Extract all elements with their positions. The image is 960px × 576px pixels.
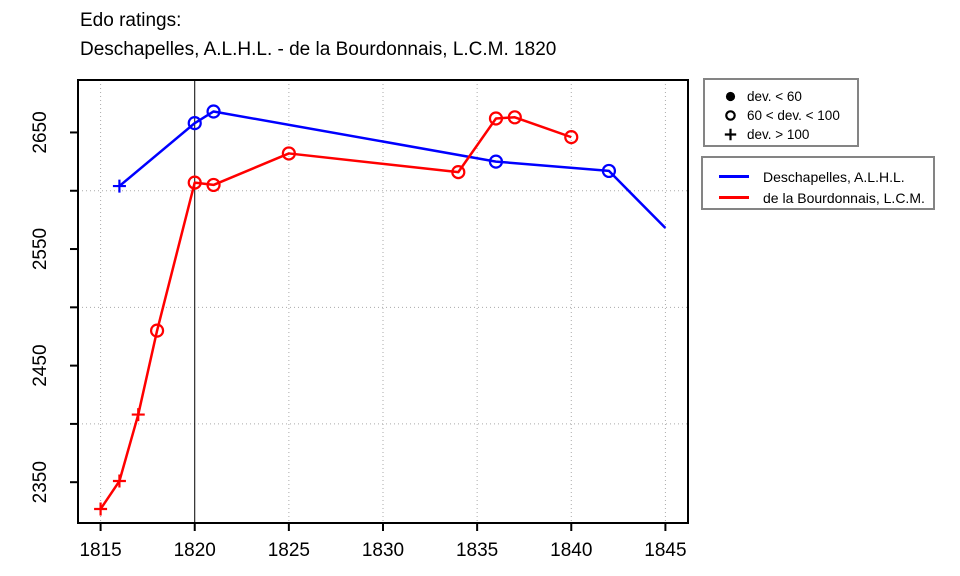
deviation-legend: dev. < 60 60 < dev. < 100 dev. > 100 bbox=[703, 78, 859, 147]
x-tick-label: 1845 bbox=[644, 540, 686, 561]
plus-marker bbox=[131, 408, 145, 422]
plus-icon bbox=[713, 128, 747, 141]
plus-marker bbox=[112, 179, 126, 193]
chart-title-line2: Deschapelles, A.L.H.L. - de la Bourdonna… bbox=[80, 39, 557, 60]
plus-marker bbox=[94, 502, 108, 516]
open-circle-marker bbox=[206, 177, 221, 193]
open-circle-icon bbox=[713, 109, 747, 122]
x-tick-label: 1835 bbox=[456, 540, 498, 561]
x-tick-label: 1815 bbox=[79, 540, 121, 561]
plus-marker bbox=[112, 474, 126, 488]
open-circle-marker bbox=[187, 175, 202, 190]
red-line-icon bbox=[713, 196, 755, 199]
open-circle-marker bbox=[488, 111, 504, 126]
filled-circle-icon bbox=[713, 90, 747, 103]
deviation-legend-item: 60 < dev. < 100 bbox=[713, 106, 849, 125]
open-circle-marker bbox=[451, 164, 466, 180]
y-tick-label: 2650 bbox=[30, 111, 51, 153]
chart-title-line1: Edo ratings: bbox=[80, 10, 182, 31]
x-tick-label: 1825 bbox=[268, 540, 310, 561]
plot-frame bbox=[77, 79, 689, 524]
y-tick-label: 2550 bbox=[30, 228, 51, 270]
x-tick-label: 1840 bbox=[550, 540, 592, 561]
deviation-legend-item: dev. > 100 bbox=[713, 125, 849, 144]
chart-title: Edo ratings: Deschapelles, A.L.H.L. - de… bbox=[80, 6, 556, 64]
x-tick-label: 1830 bbox=[362, 540, 404, 561]
open-circle-marker bbox=[488, 154, 504, 169]
players-legend-label: de la Bourdonnais, L.C.M. bbox=[763, 189, 925, 206]
deviation-legend-label: 60 < dev. < 100 bbox=[747, 108, 840, 123]
open-circle-marker bbox=[187, 116, 202, 131]
players-legend-item: de la Bourdonnais, L.C.M. bbox=[713, 187, 925, 208]
open-circle-marker bbox=[564, 130, 579, 145]
open-circle-marker bbox=[601, 163, 617, 179]
blue-line-icon bbox=[713, 175, 755, 178]
deviation-legend-item: dev. < 60 bbox=[713, 87, 849, 106]
players-legend-label: Deschapelles, A.L.H.L. bbox=[763, 168, 905, 185]
open-circle-marker bbox=[507, 110, 522, 125]
deviation-legend-label: dev. < 60 bbox=[747, 89, 802, 104]
open-circle-marker bbox=[206, 104, 221, 119]
x-tick-label: 1820 bbox=[174, 540, 216, 561]
y-tick-label: 2450 bbox=[30, 344, 51, 386]
open-circle-marker bbox=[281, 146, 296, 161]
deviation-legend-label: dev. > 100 bbox=[747, 127, 810, 142]
players-legend: Deschapelles, A.L.H.L. de la Bourdonnais… bbox=[701, 156, 935, 210]
open-circle-marker bbox=[149, 323, 165, 338]
series-line-bourdonnais bbox=[99, 116, 572, 510]
players-legend-item: Deschapelles, A.L.H.L. bbox=[713, 166, 925, 187]
y-tick-label: 2350 bbox=[30, 461, 51, 503]
series-line-deschapelles bbox=[118, 110, 667, 229]
